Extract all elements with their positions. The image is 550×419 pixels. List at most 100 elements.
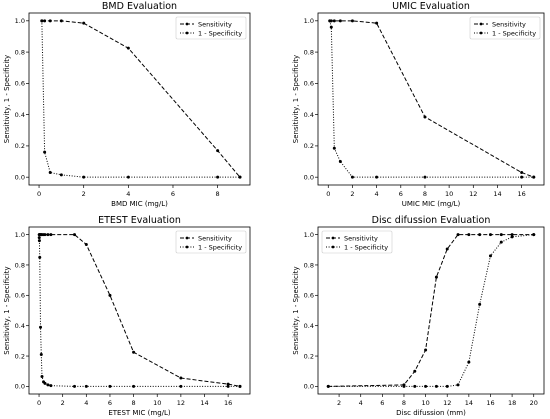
data-point — [375, 175, 379, 179]
x-tick-label: 14 — [465, 399, 473, 407]
data-point — [108, 293, 112, 297]
data-point — [126, 175, 130, 179]
y-tick-label: 1.0 — [304, 231, 314, 239]
data-point — [37, 236, 41, 240]
data-point — [216, 175, 220, 179]
data-point — [59, 173, 63, 177]
x-axis-label: UMIC MIC (mg/L) — [402, 200, 461, 208]
data-point — [39, 353, 43, 357]
data-point — [499, 240, 503, 244]
data-point — [478, 302, 482, 306]
data-point — [43, 233, 47, 237]
data-point — [434, 275, 438, 279]
data-point — [43, 381, 47, 385]
y-axis-label: Sensitivity, 1 - Specificity — [3, 266, 11, 354]
data-point — [402, 384, 406, 388]
x-tick-label: 0 — [37, 399, 41, 407]
data-point — [423, 115, 427, 119]
y-tick-label: 0.8 — [304, 261, 314, 269]
subplot-2: UMIC Evaluation 0 2 4 6 8 10 12 14 16 0.0 0.2 0.4 0.6… — [292, 1, 545, 208]
data-point — [39, 325, 43, 329]
y-tick-label: 0.4 — [304, 111, 314, 119]
data-point — [84, 242, 88, 246]
legend-label: 1 - Specificity — [492, 29, 536, 37]
x-tick-label: 18 — [508, 399, 516, 407]
data-point — [40, 19, 44, 23]
y-tick-label: 0.2 — [304, 352, 314, 360]
x-tick-label: 16 — [224, 399, 232, 407]
x-axis-label: Disc difussion (mm) — [396, 409, 466, 417]
x-tick-label: 16 — [486, 399, 494, 407]
legend-label: 1 - Specificity — [198, 29, 242, 37]
x-tick-label: 10 — [421, 399, 429, 407]
subplot-1: BMD Evaluation 0 2 4 6 8 0.0 0.2 0.4 0.6 0.8 1.0 BMD… — [3, 1, 251, 208]
y-tick-label: 0.0 — [15, 173, 25, 181]
legend-marker — [185, 236, 189, 240]
y-tick-label: 0.4 — [15, 111, 25, 119]
y-tick-label: 0.0 — [304, 173, 314, 181]
axes-frame — [317, 226, 545, 395]
legend-marker — [331, 245, 335, 249]
data-point — [38, 255, 42, 259]
x-tick-label: 4 — [375, 190, 379, 198]
data-point — [329, 25, 333, 29]
legend-marker — [479, 31, 483, 35]
data-point — [326, 384, 330, 388]
data-point — [488, 254, 492, 258]
legend-label: Sensitivity — [198, 234, 232, 242]
data-point — [375, 21, 379, 25]
x-tick-label: 16 — [518, 190, 526, 198]
data-point — [456, 233, 460, 237]
x-tick-label: 6 — [380, 399, 384, 407]
series-line-specificity — [41, 20, 240, 178]
data-point — [338, 160, 342, 164]
data-point — [59, 19, 63, 23]
legend-marker — [185, 22, 189, 26]
data-point — [82, 175, 86, 179]
data-point — [43, 19, 47, 23]
x-tick-label: 0 — [37, 190, 41, 198]
legend-label: 1 - Specificity — [344, 243, 388, 251]
data-point — [48, 170, 52, 174]
data-point — [238, 384, 242, 388]
x-tick-label: 6 — [171, 190, 175, 198]
data-point — [332, 19, 336, 23]
y-tick-label: 0.4 — [15, 322, 25, 330]
data-point — [43, 150, 47, 154]
series-line-specificity — [329, 20, 534, 178]
x-tick-label: 8 — [402, 399, 406, 407]
series-line-sensitivity — [329, 20, 534, 178]
data-point — [46, 383, 50, 387]
data-point — [467, 233, 471, 237]
data-point — [226, 384, 230, 388]
chart-title: UMIC Evaluation — [392, 1, 470, 12]
x-tick-label: 10 — [153, 399, 161, 407]
data-point — [350, 175, 354, 179]
data-point — [520, 175, 524, 179]
data-point — [520, 170, 524, 174]
y-tick-label: 0.2 — [15, 142, 25, 150]
y-tick-label: 1.0 — [15, 17, 25, 25]
x-axis-label: ETEST MIC (mg/L) — [108, 409, 171, 417]
data-point — [48, 19, 52, 23]
x-tick-label: 12 — [443, 399, 451, 407]
legend-marker — [331, 236, 335, 240]
data-point — [488, 233, 492, 237]
x-tick-label: 6 — [108, 399, 112, 407]
data-point — [49, 384, 53, 388]
legend-marker — [479, 22, 483, 26]
data-point — [350, 19, 354, 23]
data-point — [467, 360, 471, 364]
y-tick-label: 0.2 — [304, 142, 314, 150]
x-tick-label: 0 — [326, 190, 330, 198]
chart-title: BMD Evaluation — [102, 1, 177, 12]
data-point — [478, 233, 482, 237]
data-point — [413, 384, 417, 388]
data-point — [328, 19, 332, 23]
x-tick-label: 12 — [177, 399, 185, 407]
data-point — [510, 233, 514, 237]
data-point — [532, 233, 536, 237]
